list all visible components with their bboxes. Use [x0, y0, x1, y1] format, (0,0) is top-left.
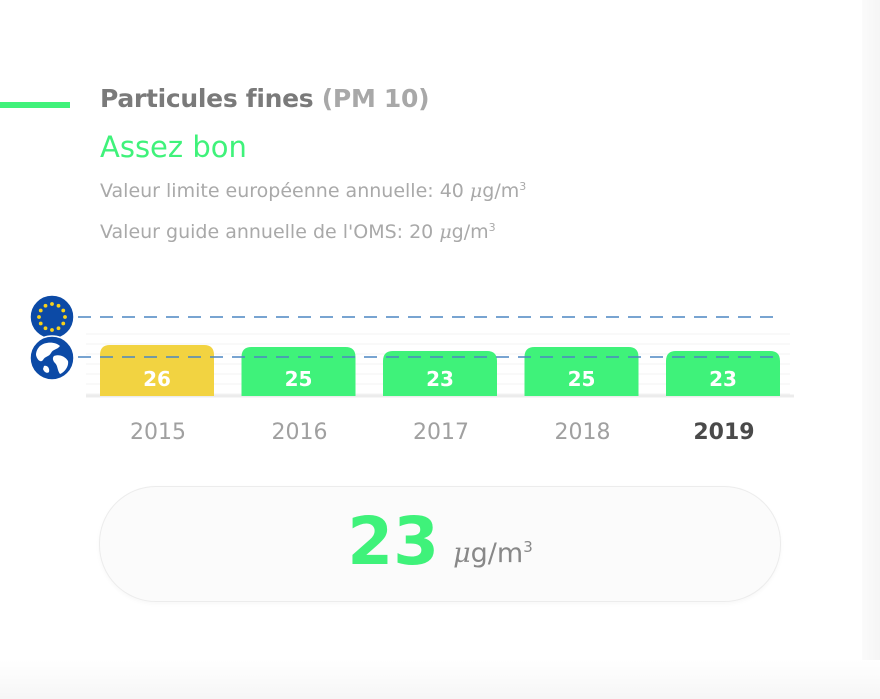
- eu-star: [38, 321, 43, 326]
- card-edge-bottom: [0, 660, 880, 699]
- bar-2017: [383, 351, 497, 396]
- bar-value-label: 25: [568, 367, 596, 391]
- bar-value-label: 23: [709, 367, 737, 391]
- globe-icon: [29, 335, 75, 381]
- bar-2019: [666, 351, 780, 396]
- eu-star: [37, 315, 41, 319]
- eu-star: [61, 308, 66, 313]
- eu-star: [43, 326, 48, 331]
- who-guide-text: Valeur guide annuelle de l'OMS: 20: [100, 221, 440, 243]
- x-tick-label: 2015: [130, 420, 186, 445]
- bar-value-label: 26: [143, 367, 171, 391]
- current-value-readout: 23 μg/m3: [99, 486, 781, 602]
- current-value: 23: [347, 503, 440, 580]
- unit-exponent: 3: [519, 180, 527, 193]
- pollutant-code: (PM 10): [321, 84, 430, 113]
- reference-lines: [78, 316, 782, 358]
- x-tick-label: 2018: [555, 420, 611, 445]
- eu-limit-text: Valeur limite européenne annuelle: 40: [100, 180, 470, 202]
- yearly-bar-chart: 26 25 23 25 23 2015 2016 2017 2018 2019: [29, 294, 794, 445]
- eu-star: [50, 302, 54, 306]
- x-tick-label: 2016: [272, 420, 328, 445]
- accent-line: [0, 102, 70, 108]
- reference-icons: [29, 294, 75, 381]
- unit-mu: μ: [469, 180, 483, 202]
- x-tick-label: 2019: [693, 420, 754, 445]
- bar-2016: [241, 347, 356, 396]
- eu-star: [61, 321, 66, 326]
- chart-bars: [100, 345, 780, 396]
- eu-limit-info: Valeur limite européenne annuelle: 40 μg…: [100, 180, 526, 202]
- x-tick-label: 2017: [413, 420, 469, 445]
- eu-star: [43, 303, 48, 308]
- who-guide-info: Valeur guide annuelle de l'OMS: 20 μg/m3: [100, 221, 496, 243]
- bar-2018: [524, 347, 639, 396]
- unit-rest: g/m: [470, 538, 524, 569]
- unit-exponent: 3: [488, 221, 496, 234]
- unit-rest: g/m: [451, 221, 489, 243]
- unit-exponent: 3: [523, 538, 533, 556]
- pollutant-title: Particules fines (PM 10): [100, 84, 430, 113]
- unit-mu: μ: [453, 538, 471, 569]
- unit-rest: g/m: [482, 180, 520, 202]
- bar-value-label: 23: [426, 367, 454, 391]
- x-axis-ticks: 2015 2016 2017 2018 2019: [130, 420, 755, 445]
- card-edge-right: [862, 0, 880, 699]
- eu-flag-icon: [29, 294, 75, 340]
- bar-value-label: 25: [285, 367, 313, 391]
- eu-star: [38, 308, 43, 313]
- air-quality-status: Assez bon: [100, 130, 247, 164]
- current-value-unit: μg/m3: [453, 538, 533, 569]
- bar-value-labels: 26 25 23 25 23: [143, 367, 737, 391]
- unit-mu: μ: [439, 221, 452, 243]
- eu-star: [63, 315, 67, 319]
- pollutant-name: Particules fines: [100, 84, 314, 113]
- eu-star: [50, 328, 54, 332]
- eu-star: [56, 326, 61, 331]
- eu-star: [56, 303, 61, 308]
